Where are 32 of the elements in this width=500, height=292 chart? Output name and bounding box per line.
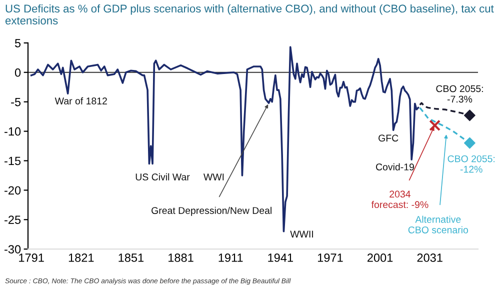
y-tick-label: -10 <box>4 127 21 136</box>
x-tick-label: 1971 <box>318 254 343 262</box>
annotation: CBO 2055: -7.3% <box>436 85 483 103</box>
x-tick-label: 1791 <box>19 254 44 262</box>
point <box>464 137 476 149</box>
chart-title: US Deficits as % of GDP plus scenarios with (alternative CBO), and without (CBO baseline), tax cut extensions <box>5 4 494 25</box>
annotation: US Civil War <box>136 173 190 180</box>
point <box>429 120 441 132</box>
annotation: Alternative CBO scenario <box>408 216 468 234</box>
x-tick-label: 1821 <box>68 254 94 262</box>
y-tick-label: -20 <box>4 186 21 195</box>
y-tick-label: -15 <box>4 156 21 166</box>
x-tick-label: 1911 <box>218 254 243 262</box>
x-tick-label: 1941 <box>268 254 293 262</box>
y-tick-label: 0 <box>14 68 21 77</box>
annotation: WWI <box>203 174 224 180</box>
y-tick-label: 5 <box>14 39 21 48</box>
x-tick-label: 2001 <box>367 254 393 262</box>
annotation: CBO 2055: -12% <box>448 155 495 173</box>
annotation: WWII <box>290 230 313 238</box>
x-tick-label: 1851 <box>118 254 144 262</box>
annotation: Covid-19 <box>376 163 414 170</box>
annotation: Great Depression/New Deal <box>152 206 272 216</box>
y-tick-label: -25 <box>4 216 21 224</box>
annotation: 2034 forecast: -9% <box>371 190 428 208</box>
point <box>464 110 476 122</box>
y-tick-label: -30 <box>4 245 21 254</box>
x-tick-label: 2031 <box>417 254 442 262</box>
x-tick-label: 1881 <box>168 254 194 262</box>
annotation: War of 1812 <box>54 97 107 104</box>
y-tick-label: -5 <box>11 98 21 106</box>
annotation: GFC <box>378 134 398 142</box>
